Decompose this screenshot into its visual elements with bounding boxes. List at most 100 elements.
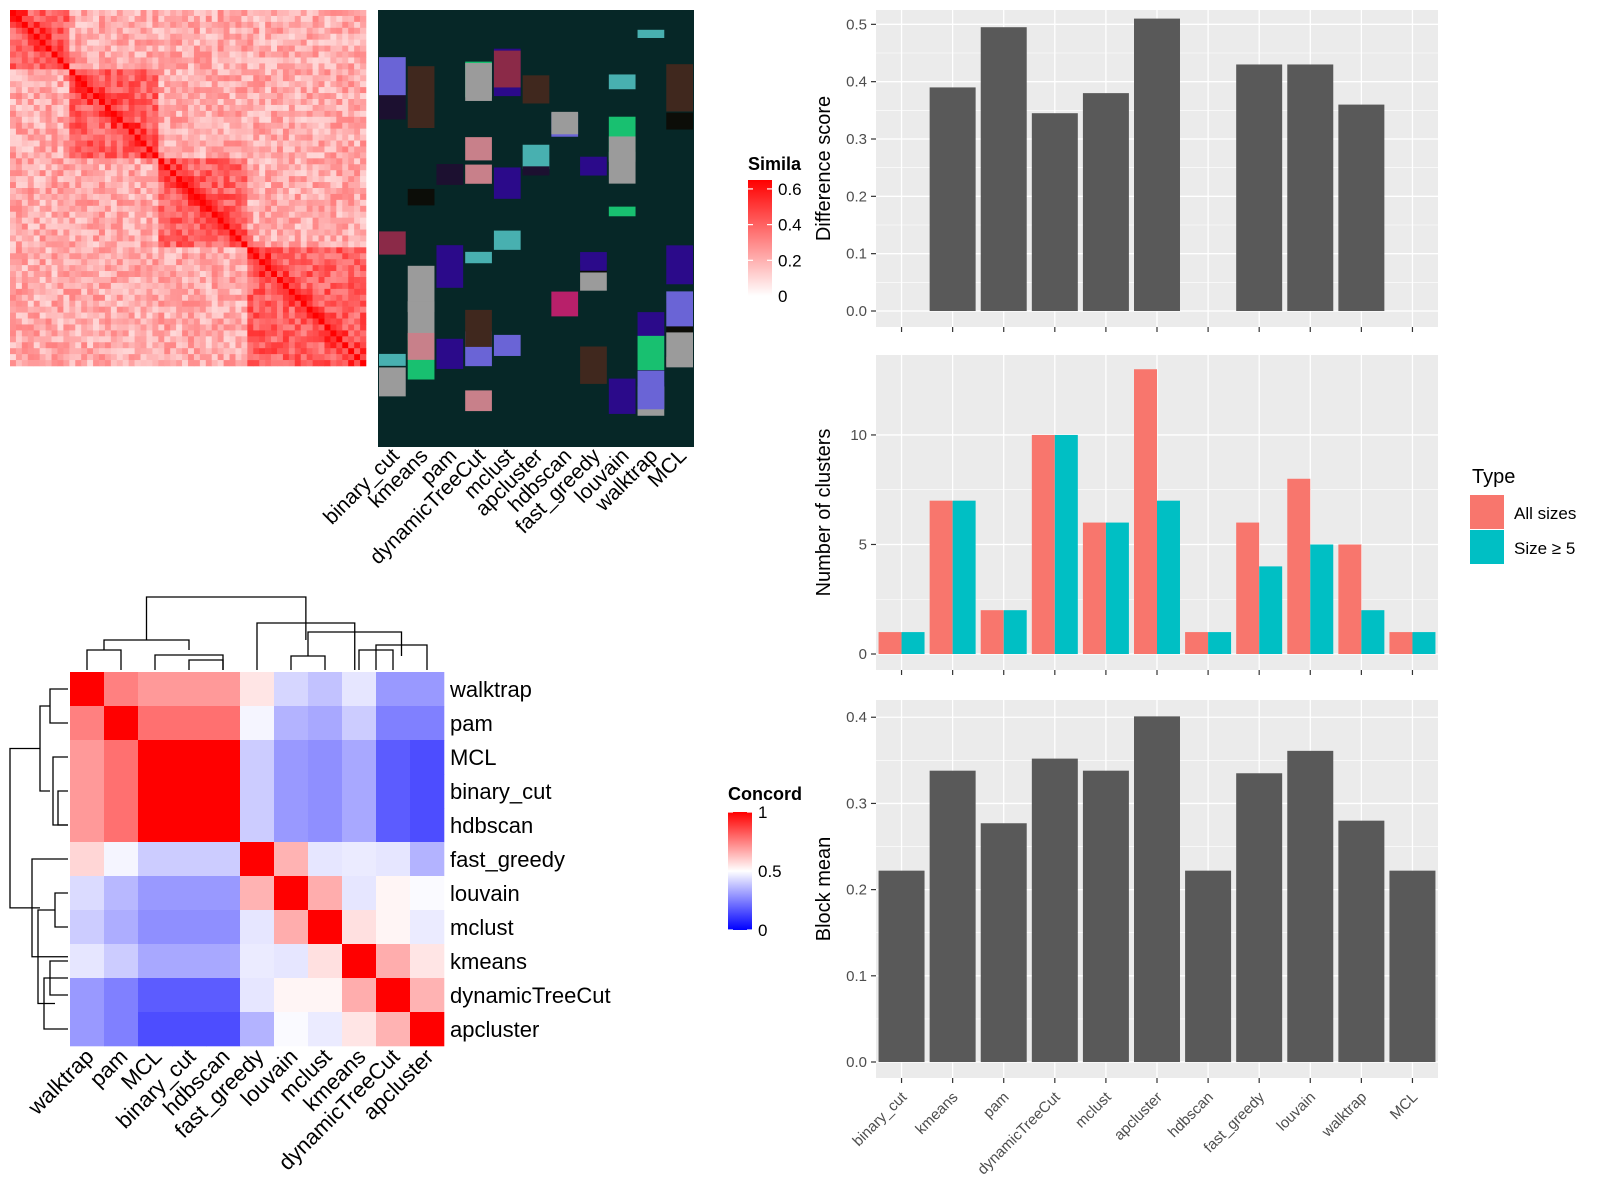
similarity-cell bbox=[199, 93, 207, 100]
similarity-cell bbox=[170, 99, 177, 106]
similarity-cell bbox=[277, 271, 284, 278]
similarity-cell bbox=[217, 21, 224, 29]
similarity-cell bbox=[253, 342, 260, 349]
similarity-cell bbox=[223, 241, 230, 248]
similarity-cell bbox=[229, 164, 236, 171]
similarity-cell bbox=[253, 217, 260, 224]
similarity-cell bbox=[241, 271, 248, 278]
similarity-cell bbox=[300, 211, 307, 218]
similarity-cell bbox=[247, 69, 254, 76]
similarity-cell bbox=[87, 312, 94, 319]
similarity-cell bbox=[188, 21, 195, 29]
similarity-cell bbox=[158, 104, 165, 112]
similarity-cell bbox=[116, 282, 124, 290]
similarity-cell bbox=[318, 324, 325, 331]
similarity-cell bbox=[211, 229, 218, 236]
similarity-cell bbox=[134, 277, 141, 284]
similarity-cell bbox=[99, 134, 106, 141]
similarity-cell bbox=[122, 87, 129, 94]
similarity-cell bbox=[294, 330, 302, 337]
concordance-cell bbox=[206, 876, 241, 911]
similarity-cell bbox=[235, 294, 242, 302]
similarity-cell bbox=[354, 188, 361, 195]
similarity-cell bbox=[51, 342, 58, 349]
similarity-cell bbox=[146, 211, 153, 218]
similarity-cell bbox=[294, 217, 302, 224]
similarity-cell bbox=[51, 99, 58, 106]
similarity-cell bbox=[217, 229, 224, 236]
similarity-cell bbox=[235, 217, 242, 224]
similarity-cell bbox=[170, 217, 177, 224]
similarity-cell bbox=[134, 87, 141, 94]
similarity-cell bbox=[265, 116, 272, 124]
similarity-cell bbox=[104, 81, 112, 88]
similarity-cell bbox=[282, 199, 290, 207]
similarity-cell bbox=[146, 241, 153, 248]
similarity-cell bbox=[122, 241, 129, 248]
similarity-cell bbox=[152, 176, 159, 183]
similarity-cell bbox=[33, 27, 40, 35]
bar bbox=[1082, 93, 1129, 311]
similarity-cell bbox=[241, 152, 248, 159]
similarity-cell bbox=[39, 223, 46, 230]
similarity-cell bbox=[223, 140, 230, 147]
similarity-cell bbox=[271, 182, 278, 189]
similarity-cell bbox=[211, 354, 218, 361]
concordance-cell bbox=[172, 740, 207, 775]
similarity-cell bbox=[81, 75, 88, 82]
similarity-cell bbox=[45, 110, 52, 118]
similarity-cell bbox=[253, 360, 260, 367]
concordance-cell bbox=[206, 808, 241, 843]
similarity-cell bbox=[282, 188, 290, 195]
similarity-cell bbox=[134, 45, 141, 52]
concordance-cell bbox=[342, 672, 377, 707]
concordance-cell bbox=[274, 978, 309, 1013]
similarity-cell bbox=[288, 110, 296, 118]
similarity-cell bbox=[93, 176, 100, 183]
dendrogram-branch bbox=[54, 892, 68, 928]
similarity-cell bbox=[158, 122, 165, 129]
concordance-cell bbox=[70, 978, 105, 1013]
similarity-cell bbox=[69, 93, 76, 100]
similarity-cell bbox=[277, 81, 284, 88]
similarity-cell bbox=[87, 164, 94, 171]
similarity-cell bbox=[152, 271, 159, 278]
similarity-cell bbox=[277, 176, 284, 183]
similarity-cell bbox=[104, 57, 112, 64]
similarity-cell bbox=[99, 39, 106, 46]
similarity-cell bbox=[45, 152, 52, 159]
similarity-cell bbox=[57, 324, 64, 331]
similarity-cell bbox=[306, 318, 313, 325]
similarity-cell bbox=[253, 152, 260, 159]
similarity-cell bbox=[306, 134, 313, 141]
similarity-cell bbox=[330, 282, 337, 290]
bar bbox=[1287, 64, 1334, 311]
similarity-cell bbox=[158, 164, 165, 171]
concordance-cell bbox=[376, 978, 411, 1013]
similarity-cell bbox=[188, 110, 195, 118]
similarity-cell bbox=[354, 324, 361, 331]
similarity-cell bbox=[39, 182, 46, 189]
similarity-cell bbox=[152, 348, 159, 355]
similarity-cell bbox=[205, 164, 213, 171]
similarity-cell bbox=[277, 223, 284, 230]
similarity-cell bbox=[176, 217, 183, 224]
similarity-cell bbox=[63, 193, 70, 201]
similarity-cell bbox=[330, 27, 337, 35]
similarity-cell bbox=[354, 241, 361, 248]
similarity-cell bbox=[182, 182, 189, 189]
similarity-cell bbox=[87, 306, 94, 313]
similarity-cell bbox=[57, 104, 64, 112]
similarity-cell bbox=[336, 128, 343, 135]
similarity-cell bbox=[271, 128, 278, 135]
similarity-cell bbox=[229, 81, 236, 88]
similarity-cell bbox=[116, 146, 124, 153]
similarity-cell bbox=[39, 57, 46, 64]
similarity-cell bbox=[188, 116, 195, 124]
similarity-cell bbox=[312, 217, 319, 224]
similarity-cell bbox=[99, 164, 106, 171]
similarity-cell bbox=[146, 27, 153, 35]
similarity-cell bbox=[199, 199, 207, 207]
similarity-cell bbox=[342, 348, 349, 355]
cluster-assignment-block bbox=[608, 378, 636, 414]
